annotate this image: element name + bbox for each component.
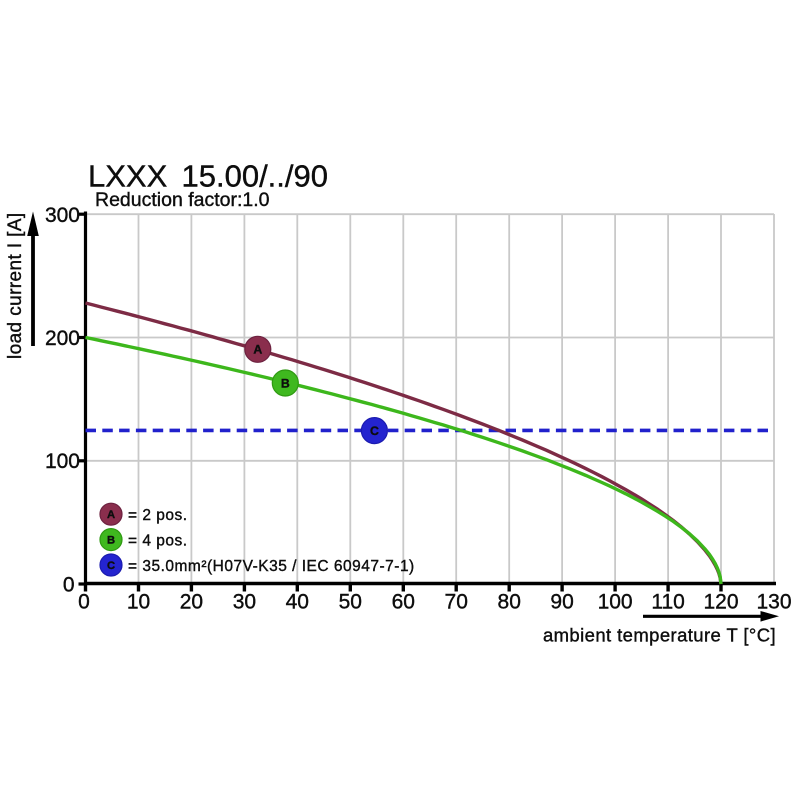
svg-text:70: 70 [445,591,468,614]
svg-text:C: C [107,560,115,572]
svg-text:A: A [253,343,262,357]
svg-text:= 35.0mm²(H07V-K35 / IEC 60947: = 35.0mm²(H07V-K35 / IEC 60947-7-1) [128,558,415,575]
svg-text:load current I [A]: load current I [A] [5,212,26,359]
svg-text:130: 130 [756,591,791,614]
svg-text:LXXX 15.00/../90: LXXX 15.00/../90 [88,159,328,194]
svg-text:50: 50 [339,591,362,614]
svg-text:B: B [107,535,115,547]
svg-text:120: 120 [703,591,738,614]
svg-text:= 2 pos.: = 2 pos. [128,507,188,524]
svg-text:C: C [370,424,379,438]
svg-text:10: 10 [127,591,150,614]
svg-text:90: 90 [550,591,573,614]
svg-text:ambient temperature T [°C]: ambient temperature T [°C] [543,625,776,646]
svg-text:80: 80 [498,591,521,614]
svg-text:100: 100 [598,591,633,614]
svg-text:= 4 pos.: = 4 pos. [128,532,188,549]
svg-text:0: 0 [78,591,90,614]
svg-text:110: 110 [651,591,684,614]
svg-text:100: 100 [45,450,80,473]
svg-text:Reduction factor:1.0: Reduction factor:1.0 [95,189,270,211]
svg-text:300: 300 [45,204,80,227]
svg-text:20: 20 [180,591,203,614]
svg-text:40: 40 [286,591,309,614]
svg-text:0: 0 [63,574,75,597]
svg-text:200: 200 [45,327,80,350]
svg-text:A: A [107,509,115,521]
svg-text:B: B [281,376,290,390]
svg-text:30: 30 [233,591,256,614]
svg-text:60: 60 [392,591,415,614]
